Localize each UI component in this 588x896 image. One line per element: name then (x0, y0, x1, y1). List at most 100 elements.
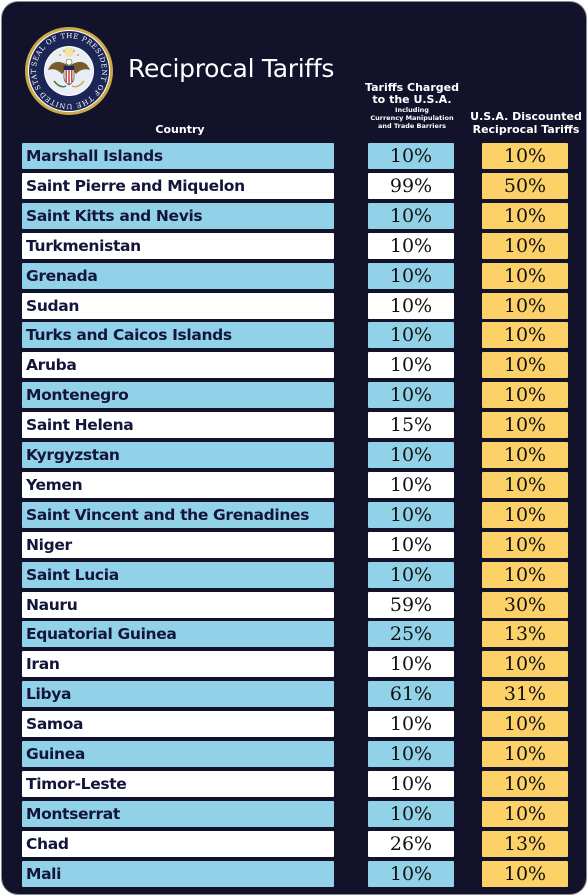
discounted-column-header: U.S.A. Discounted Reciprocal Tariffs (468, 110, 584, 136)
discounted-tariff-cell: 13% (482, 621, 568, 648)
discounted-tariff-cell: 10% (482, 202, 568, 229)
discounted-tariff-cell: 10% (482, 262, 568, 289)
table-row: Yemen 10% 10% (2, 471, 588, 498)
country-cell: Grenada (22, 262, 334, 289)
country-cell: Iran (22, 651, 334, 678)
presidential-seal-icon: SEAL OF THE PRESIDENT OF THE UNITED STAT… (24, 26, 113, 115)
table-row: Samoa 10% 10% (2, 711, 588, 738)
charged-tariff-cell: 15% (368, 412, 454, 439)
country-cell: Yemen (22, 471, 334, 498)
charged-tariff-cell: 10% (368, 770, 454, 797)
discounted-tariff-cell: 10% (482, 232, 568, 259)
charged-header-note2: Currency Manipulation (370, 114, 454, 122)
table-row: Saint Vincent and the Grenadines 10% 10% (2, 501, 588, 528)
table-row: Saint Kitts and Nevis 10% 10% (2, 202, 588, 229)
table-row: Grenada 10% 10% (2, 262, 588, 289)
discounted-tariff-cell: 10% (482, 382, 568, 409)
table-row: Marshall Islands 10% 10% (2, 143, 588, 169)
discounted-tariff-cell: 50% (482, 172, 568, 199)
charged-header-line2: to the U.S.A. (372, 93, 452, 106)
discounted-tariff-cell: 10% (482, 143, 568, 169)
discounted-tariff-cell: 10% (482, 770, 568, 797)
discounted-tariff-cell: 10% (482, 352, 568, 379)
charged-tariff-cell: 10% (368, 711, 454, 738)
table-row: Aruba 10% 10% (2, 352, 588, 379)
country-cell: Kyrgyzstan (22, 442, 334, 468)
table-row: Turkmenistan 10% 10% (2, 232, 588, 259)
country-cell: Chad (22, 830, 334, 857)
country-cell: Equatorial Guinea (22, 621, 334, 648)
charged-header-note3: and Trade Barriers (377, 122, 447, 130)
country-cell: Saint Vincent and the Grenadines (22, 501, 334, 528)
charged-tariff-cell: 25% (368, 621, 454, 648)
country-cell: Niger (22, 531, 334, 558)
country-cell: Guinea (22, 741, 334, 767)
discounted-tariff-cell: 10% (482, 442, 568, 468)
charged-tariff-cell: 10% (368, 143, 454, 169)
discounted-header-line2: Reciprocal Tariffs (472, 123, 580, 136)
charged-tariff-cell: 10% (368, 292, 454, 319)
discounted-tariff-cell: 10% (482, 322, 568, 349)
country-cell: Turks and Caicos Islands (22, 322, 334, 349)
charged-header-line1: Tariffs Charged (365, 81, 459, 94)
table-row: Nauru 59% 30% (2, 591, 588, 618)
discounted-tariff-cell: 10% (482, 501, 568, 528)
page-title: Reciprocal Tariffs (128, 54, 335, 83)
charged-tariff-cell: 10% (368, 531, 454, 558)
discounted-tariff-cell: 10% (482, 292, 568, 319)
charged-tariff-cell: 10% (368, 741, 454, 767)
discounted-tariff-cell: 10% (482, 800, 568, 827)
country-cell: Montenegro (22, 382, 334, 409)
country-cell: Libya (22, 681, 334, 708)
discounted-tariff-cell: 10% (482, 561, 568, 588)
discounted-tariff-cell: 31% (482, 681, 568, 708)
charged-tariff-cell: 10% (368, 322, 454, 349)
discounted-tariff-cell: 10% (482, 531, 568, 558)
country-cell: Timor-Leste (22, 770, 334, 797)
country-column-header: Country (155, 123, 205, 136)
table-row: Equatorial Guinea 25% 13% (2, 621, 588, 648)
table-row: Chad 26% 13% (2, 830, 588, 857)
country-cell: Saint Helena (22, 412, 334, 439)
charged-tariff-cell: 10% (368, 202, 454, 229)
table-row: Sudan 10% 10% (2, 292, 588, 319)
table-row: Saint Pierre and Miquelon 99% 50% (2, 172, 588, 199)
country-cell: Turkmenistan (22, 232, 334, 259)
discounted-tariff-cell: 10% (482, 711, 568, 738)
discounted-tariff-cell: 10% (482, 741, 568, 767)
charged-tariff-cell: 99% (368, 172, 454, 199)
discounted-tariff-cell: 10% (482, 651, 568, 678)
charged-tariff-cell: 10% (368, 501, 454, 528)
table-row: Kyrgyzstan 10% 10% (2, 442, 588, 468)
country-cell: Samoa (22, 711, 334, 738)
country-cell: Marshall Islands (22, 143, 334, 169)
charged-header-note1: Including (395, 106, 429, 114)
discounted-tariff-cell: 13% (482, 830, 568, 857)
charged-tariff-cell: 10% (368, 262, 454, 289)
charged-tariff-cell: 10% (368, 232, 454, 259)
table-row: Iran 10% 10% (2, 651, 588, 678)
country-cell: Sudan (22, 292, 334, 319)
table-row: Saint Lucia 10% 10% (2, 561, 588, 588)
discounted-tariff-cell: 10% (482, 412, 568, 439)
country-cell: Saint Pierre and Miquelon (22, 172, 334, 199)
discounted-header-line1: U.S.A. Discounted (470, 110, 582, 123)
table-row: Timor-Leste 10% 10% (2, 770, 588, 797)
charged-tariff-cell: 10% (368, 442, 454, 468)
table-row: Montenegro 10% 10% (2, 382, 588, 409)
country-cell: Aruba (22, 352, 334, 379)
country-cell: Nauru (22, 591, 334, 618)
charged-tariff-cell: 59% (368, 591, 454, 618)
charged-tariff-cell: 10% (368, 800, 454, 827)
country-cell: Montserrat (22, 800, 334, 827)
charged-tariff-cell: 26% (368, 830, 454, 857)
table-row: Libya 61% 31% (2, 681, 588, 708)
charged-tariff-cell: 10% (368, 651, 454, 678)
country-cell: Saint Kitts and Nevis (22, 202, 334, 229)
charged-tariff-cell: 10% (368, 561, 454, 588)
charged-tariff-cell: 10% (368, 382, 454, 409)
table-row: Turks and Caicos Islands 10% 10% (2, 322, 588, 349)
discounted-tariff-cell: 10% (482, 860, 568, 887)
charged-tariff-cell: 10% (368, 860, 454, 887)
